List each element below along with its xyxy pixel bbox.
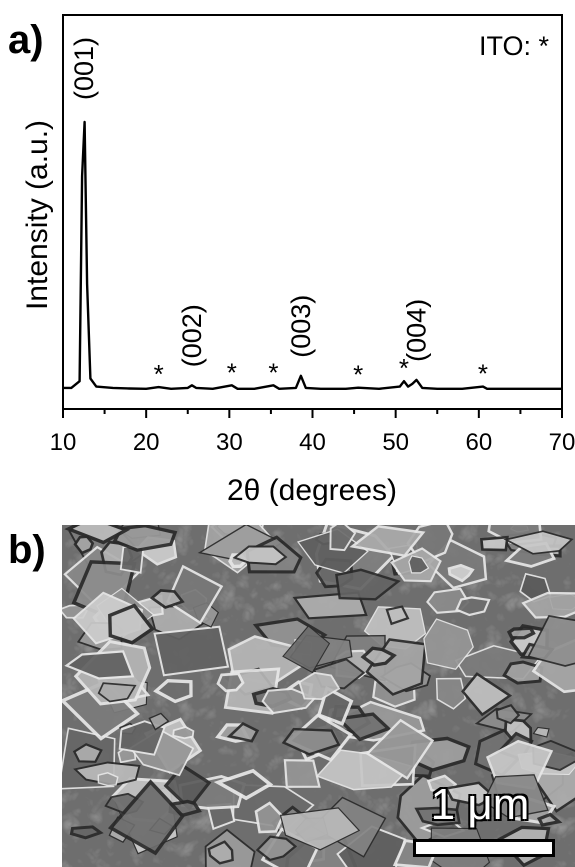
- xrd-pattern-line: [63, 120, 562, 390]
- x-tick-label: 40: [299, 429, 326, 456]
- x-axis-tick-labels: 10 20 30 40 50 60 70: [50, 429, 575, 456]
- ito-marker: *: [268, 357, 278, 387]
- peak-label: (003): [286, 295, 316, 358]
- peak-labels: (001) (002) (003) (004): [69, 37, 432, 367]
- panel-a-label: a): [8, 18, 44, 62]
- ito-marker: *: [353, 360, 363, 390]
- x-tick-label: 70: [549, 429, 575, 456]
- ito-markers: * * * * * *: [154, 353, 488, 389]
- ito-marker: *: [154, 359, 164, 389]
- y-axis-title: Intensity (a.u.): [21, 120, 54, 310]
- x-axis-title: 2θ (degrees): [227, 474, 397, 507]
- panel-b-label: b): [8, 528, 46, 572]
- x-tick-label: 50: [382, 429, 409, 456]
- x-tick-label: 20: [133, 429, 160, 456]
- scale-bar: [413, 839, 555, 857]
- peak-label: (001): [69, 37, 99, 100]
- peak-label: (002): [177, 304, 207, 367]
- x-axis-ticks: [62, 409, 563, 418]
- sem-micrograph: [62, 525, 575, 867]
- x-tick-label: 60: [465, 429, 492, 456]
- ito-marker: *: [227, 357, 237, 387]
- legend-note: ITO: *: [479, 31, 550, 61]
- x-tick-label: 10: [50, 429, 77, 456]
- xrd-chart: 10 20 30 40 50 60 70 (001)(002) (003) (004) * * * *…: [21, 14, 575, 507]
- peak-label: (004): [402, 299, 432, 362]
- ito-marker: *: [478, 359, 488, 389]
- ito-marker: *: [399, 353, 409, 383]
- scale-bar-label: 1 μm: [430, 780, 530, 829]
- x-tick-label: 30: [216, 429, 243, 456]
